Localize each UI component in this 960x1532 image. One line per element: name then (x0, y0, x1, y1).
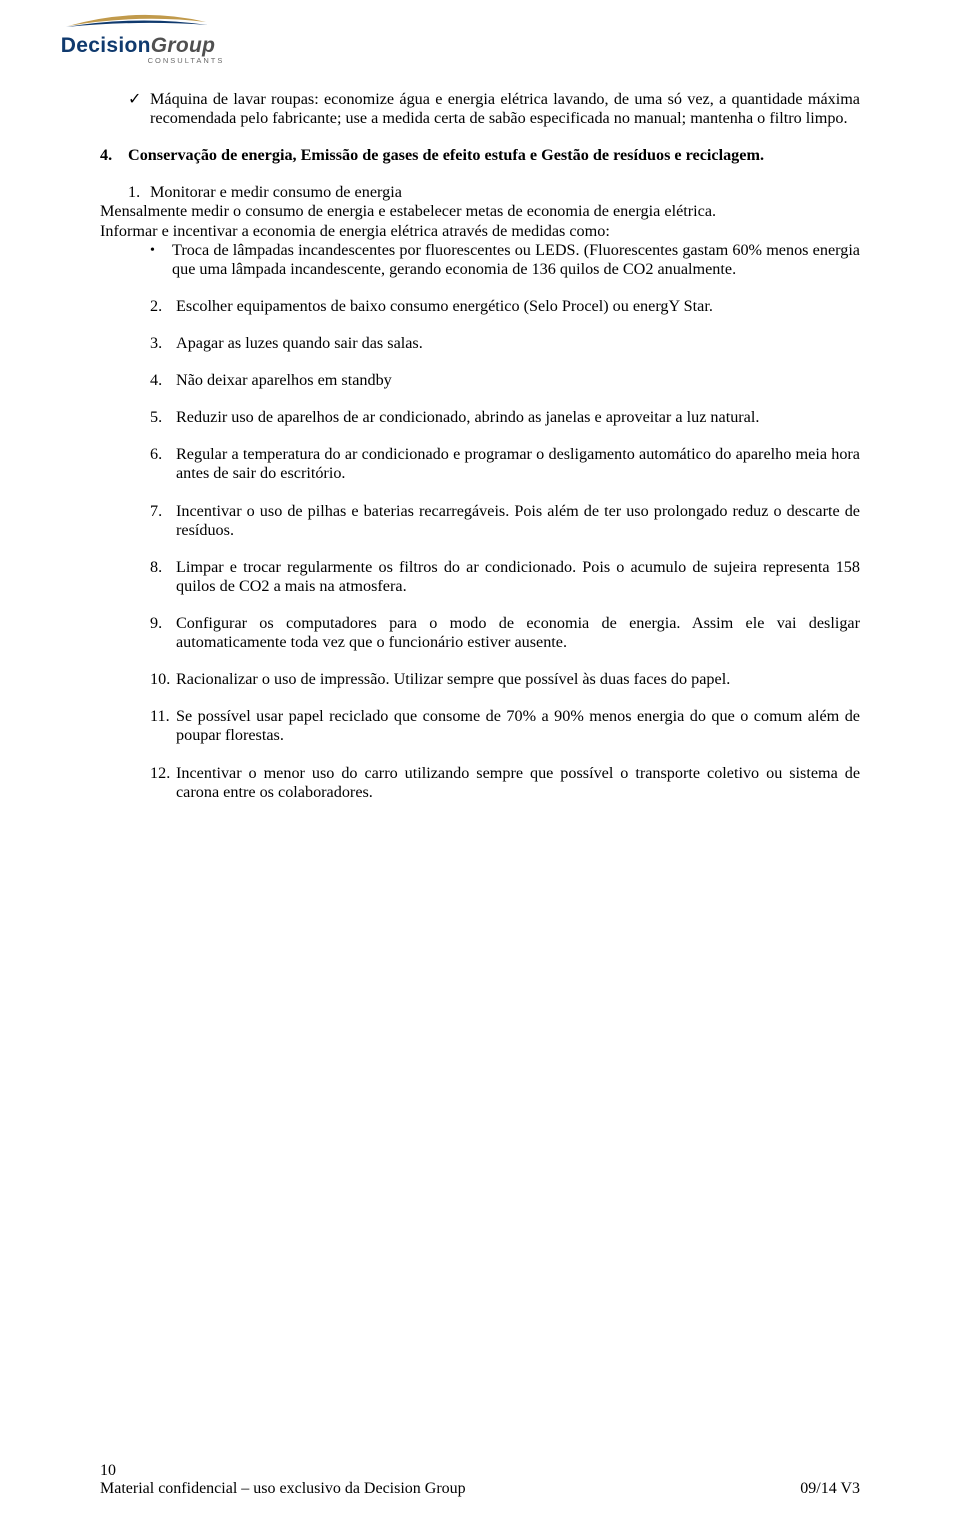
checklist-item: ✓ Máquina de lavar roupas: economize águ… (128, 90, 860, 128)
list-item-text: Não deixar aparelhos em standby (176, 371, 860, 390)
logo-swoosh-icon (38, 12, 238, 48)
section-title: Conservação de energia, Emissão de gases… (128, 146, 764, 164)
list-item-number: 6. (150, 445, 176, 483)
list-item: 11.Se possível usar papel reciclado que … (150, 707, 860, 745)
list-item-number: 8. (150, 558, 176, 596)
list-item-text: Incentivar o menor uso do carro utilizan… (176, 764, 860, 802)
company-logo: DecisionGroup CONSULTANTS (38, 12, 238, 65)
page-number: 10 (100, 1462, 860, 1480)
list-item-text: Reduzir uso de aparelhos de ar condicion… (176, 408, 860, 427)
list-item-text: Regular a temperatura do ar condicionado… (176, 445, 860, 483)
list-item: 8.Limpar e trocar regularmente os filtro… (150, 558, 860, 596)
footer-version: 09/14 V3 (800, 1480, 860, 1498)
list-item: 12.Incentivar o menor uso do carro utili… (150, 764, 860, 802)
list-item-number: 10. (150, 670, 176, 689)
list-item-text: Racionalizar o uso de impressão. Utiliza… (176, 670, 860, 689)
list-item-number: 2. (150, 297, 176, 316)
bullet-icon: • (150, 241, 172, 279)
list-item-text: Escolher equipamentos de baixo consumo e… (176, 297, 860, 316)
section-number: 4. (100, 146, 128, 165)
section-heading: 4.Conservação de energia, Emissão de gas… (100, 146, 860, 165)
list-item-text: Se possível usar papel reciclado que con… (176, 707, 860, 745)
list-item: 10.Racionalizar o uso de impressão. Util… (150, 670, 860, 689)
list-item-number: 12. (150, 764, 176, 802)
list-item: 9.Configurar os computadores para o modo… (150, 614, 860, 652)
list-item: 5.Reduzir uso de aparelhos de ar condici… (150, 408, 860, 427)
list-item-text: Incentivar o uso de pilhas e baterias re… (176, 502, 860, 540)
list-item: 3.Apagar as luzes quando sair das salas. (150, 334, 860, 353)
paragraph: Informar e incentivar a economia de ener… (100, 222, 860, 241)
subhead-title: Monitorar e medir consumo de energia (150, 183, 860, 202)
bullet-item: • Troca de lâmpadas incandescentes por f… (150, 241, 860, 279)
numbered-subhead: 1. Monitorar e medir consumo de energia (128, 183, 860, 202)
list-item: 6.Regular a temperatura do ar condiciona… (150, 445, 860, 483)
numbered-list: 2.Escolher equipamentos de baixo consumo… (150, 297, 860, 802)
footer-confidential: Material confidencial – uso exclusivo da… (100, 1480, 466, 1498)
list-item-number: 7. (150, 502, 176, 540)
list-item-text: Configurar os computadores para o modo d… (176, 614, 860, 652)
checkmark-icon: ✓ (128, 90, 150, 110)
list-item-text: Limpar e trocar regularmente os filtros … (176, 558, 860, 596)
subhead-number: 1. (128, 183, 150, 202)
checklist-text: Máquina de lavar roupas: economize água … (150, 90, 860, 128)
list-item-number: 3. (150, 334, 176, 353)
list-item-number: 11. (150, 707, 176, 745)
list-item-text: Apagar as luzes quando sair das salas. (176, 334, 860, 353)
list-item: 2.Escolher equipamentos de baixo consumo… (150, 297, 860, 316)
list-item-number: 9. (150, 614, 176, 652)
list-item-number: 4. (150, 371, 176, 390)
paragraph: Mensalmente medir o consumo de energia e… (100, 202, 860, 221)
logo-subtitle: CONSULTANTS (148, 56, 225, 65)
bullet-text: Troca de lâmpadas incandescentes por flu… (172, 241, 860, 279)
page-footer: 10 Material confidencial – uso exclusivo… (100, 1462, 860, 1498)
list-item: 4.Não deixar aparelhos em standby (150, 371, 860, 390)
list-item-number: 5. (150, 408, 176, 427)
document-body: ✓ Máquina de lavar roupas: economize águ… (100, 90, 860, 802)
list-item: 7.Incentivar o uso de pilhas e baterias … (150, 502, 860, 540)
